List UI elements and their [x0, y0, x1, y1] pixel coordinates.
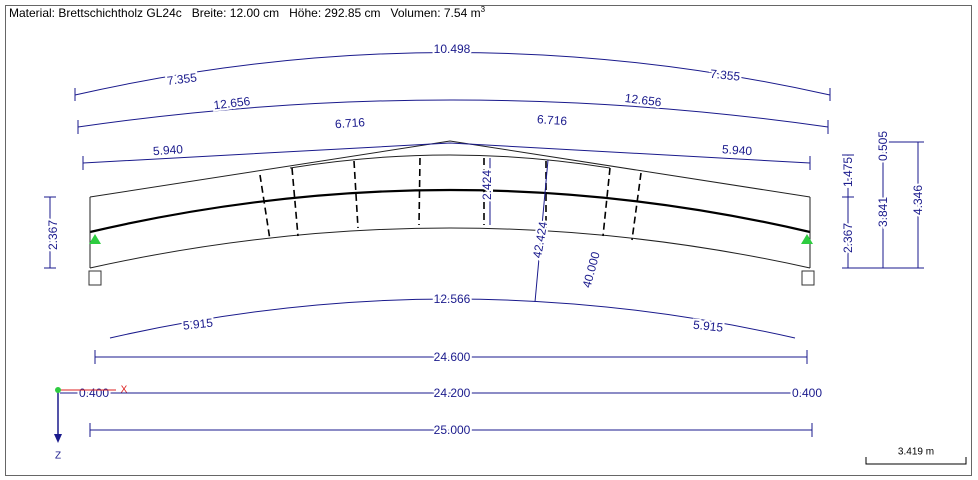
beam-inner-top [289, 154, 611, 169]
dimension-line [534, 159, 549, 303]
section-line [353, 160, 359, 229]
beam-bottom [89, 227, 811, 269]
dimension-label: 5.915 [182, 316, 214, 333]
dimension-label: 7.355 [709, 67, 741, 84]
volume-exponent: 3 [481, 5, 486, 14]
dimension-label: 25.000 [434, 423, 471, 437]
dimension-lines [44, 52, 924, 437]
dimension-line [74, 52, 831, 96]
support-symbol [89, 234, 101, 244]
dimension-label: 0.400 [79, 386, 109, 400]
material: Material: Brettschichtholz GL24c [9, 6, 182, 20]
scale-bar: 3.419 m [865, 447, 967, 465]
dimension-label: 12.656 [213, 94, 251, 112]
beam [88, 140, 815, 286]
z-arrow [54, 434, 62, 443]
dimension-label: 5.915 [692, 318, 724, 335]
dimension-label: 24.200 [434, 386, 471, 400]
dimension-label: 2.367 [46, 220, 60, 250]
dimension-line [109, 298, 796, 339]
dimension-line [82, 142, 811, 164]
header: Material: Brettschichtholz GL24c Breite: … [9, 5, 486, 20]
dimension-label: 4.346 [911, 185, 925, 215]
axis-symbol: X Z [54, 385, 128, 462]
section-line [631, 172, 642, 241]
origin [55, 387, 61, 393]
dimension-label: 3.841 [876, 197, 890, 227]
section-line [418, 157, 421, 226]
width: Breite: 12.00 cm [192, 6, 279, 20]
dimension-label: 1.475 [841, 157, 855, 187]
support [88, 270, 102, 286]
scale-bar-label: 3.419 m [898, 447, 934, 458]
dimension-label: 24.600 [434, 350, 471, 364]
height: Höhe: 292.85 cm [289, 6, 380, 20]
dimension-label: 5.940 [152, 142, 183, 158]
section-line [602, 167, 611, 237]
dimension-label: 12.656 [624, 91, 662, 109]
dimension-label: 0.400 [792, 386, 822, 400]
x-axis-label: X [121, 385, 128, 396]
dimension-label: 7.355 [166, 70, 198, 88]
beam-axis [89, 188, 811, 234]
dimension-label: 0.505 [876, 131, 890, 161]
frame [5, 5, 972, 476]
dimension-line [77, 99, 829, 128]
volume: Volumen: 7.54 m [391, 6, 481, 20]
dimension-label: 2.367 [841, 223, 855, 253]
beam-top [89, 140, 811, 198]
dimension-label: 6.716 [334, 115, 365, 131]
support-symbol [801, 234, 813, 244]
support [801, 270, 815, 286]
dimension-label: 2.424 [480, 170, 494, 200]
dimension-labels: 10.498 7.355 7.355 12.656 12.656 6.716 6… [44, 40, 927, 439]
section-line [291, 167, 299, 237]
dimension-label: 12.566 [434, 292, 471, 306]
dimension-label: 6.716 [537, 112, 568, 128]
dimension-label: 10.498 [434, 42, 471, 56]
dimension-label: 5.940 [722, 142, 753, 158]
scale-bar-line [865, 457, 967, 465]
z-axis-label: Z [55, 451, 61, 462]
